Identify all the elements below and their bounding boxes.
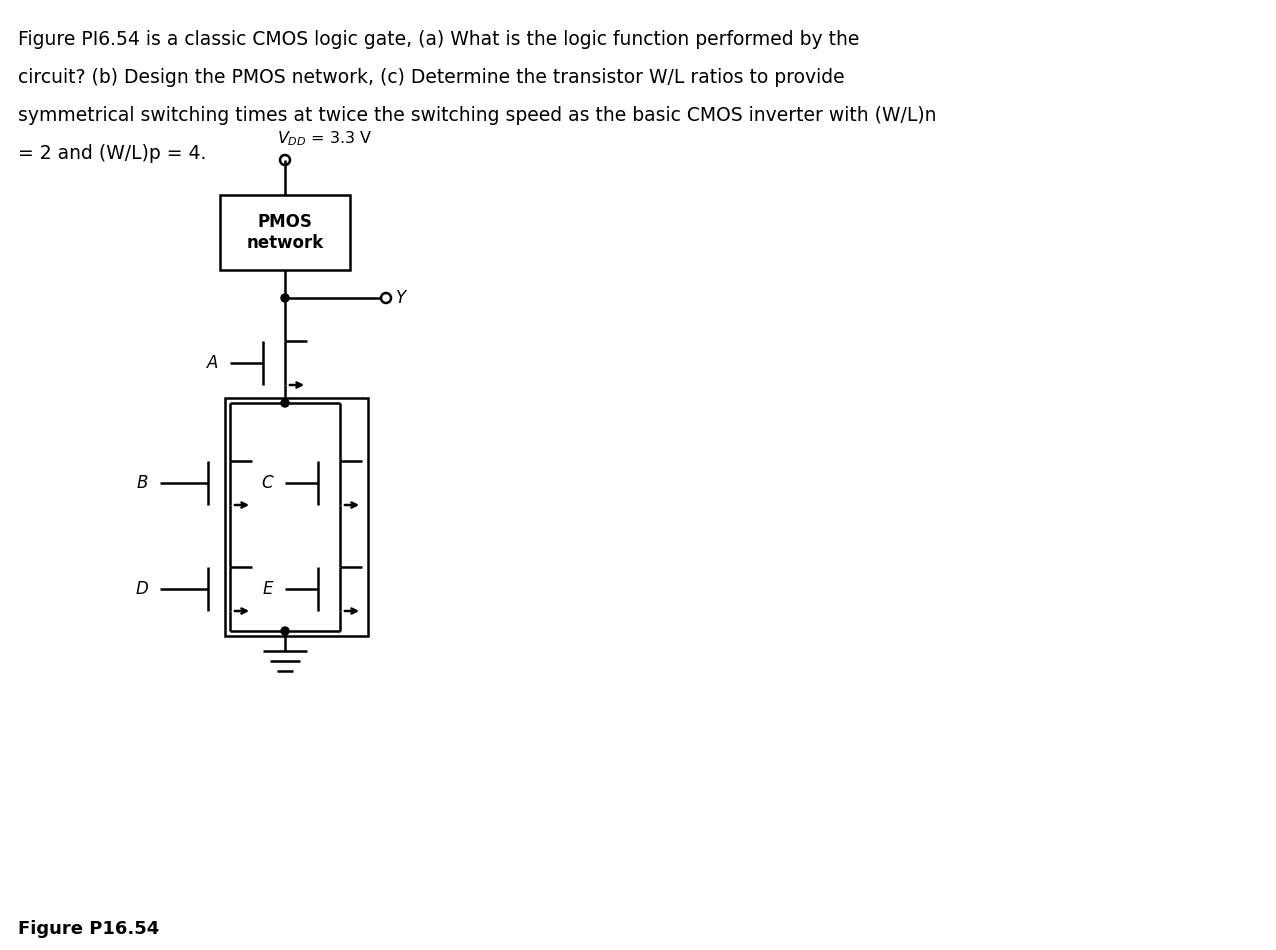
Bar: [225, 398, 367, 636]
Text: Y: Y: [396, 289, 406, 307]
Text: C: C: [262, 474, 273, 492]
Text: A: A: [207, 354, 218, 372]
Circle shape: [281, 399, 288, 407]
Text: symmetrical switching times at twice the switching speed as the basic CMOS inver: symmetrical switching times at twice the…: [18, 106, 937, 125]
Text: PMOS
network: PMOS network: [246, 213, 324, 252]
Text: Figure PI6.54 is a classic CMOS logic gate, (a) What is the logic function perfo: Figure PI6.54 is a classic CMOS logic ga…: [18, 30, 859, 49]
Circle shape: [281, 294, 288, 302]
Text: D: D: [135, 580, 148, 598]
Text: E: E: [263, 580, 273, 598]
Text: $V_{DD}$ = 3.3 V: $V_{DD}$ = 3.3 V: [277, 129, 373, 148]
Bar: [219, 195, 350, 270]
Text: = 2 and (W/L)p = 4.: = 2 and (W/L)p = 4.: [18, 144, 207, 163]
Text: B: B: [137, 474, 148, 492]
Circle shape: [281, 627, 288, 635]
Text: circuit? (b) Design the PMOS network, (c) Determine the transistor W/L ratios to: circuit? (b) Design the PMOS network, (c…: [18, 68, 845, 87]
Text: Figure P16.54: Figure P16.54: [18, 920, 160, 938]
